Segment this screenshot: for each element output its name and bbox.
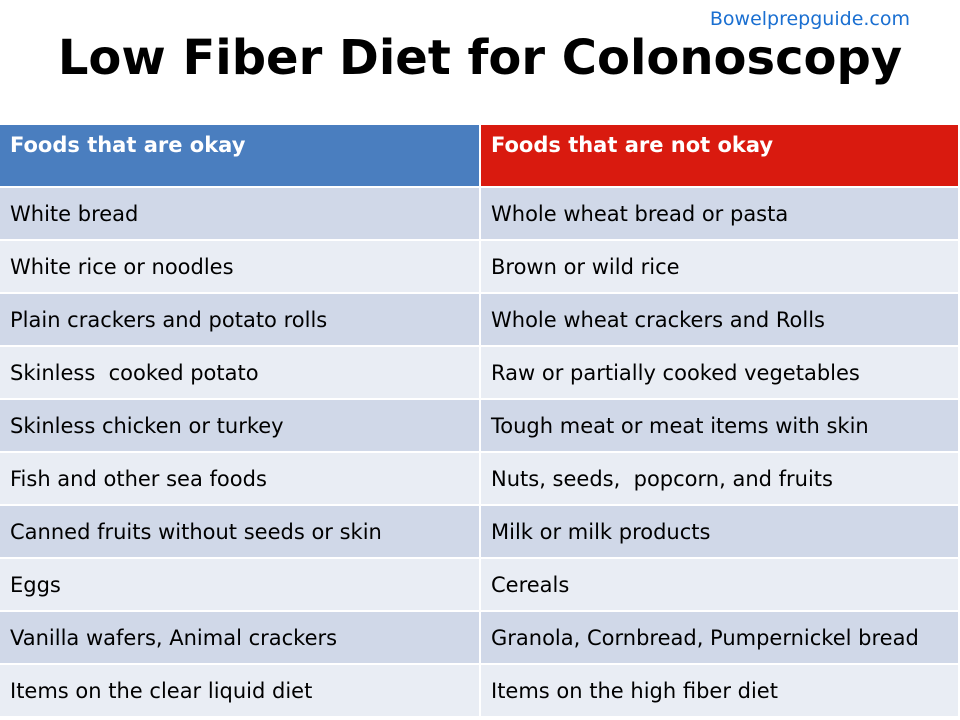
table-cell: White bread xyxy=(0,187,481,241)
table-row: Eggs Cereals xyxy=(0,558,960,612)
table-cell: Raw or partially cooked vegetables xyxy=(480,346,960,400)
table-row: Plain crackers and potato rolls Whole whe… xyxy=(0,293,960,347)
table-cell: Skinless chicken or turkey xyxy=(0,399,481,453)
title: Low Fiber Diet for Colonoscopy xyxy=(57,30,903,86)
table-cell: Plain crackers and potato rolls xyxy=(0,293,481,347)
table-cell: Whole wheat bread or pasta xyxy=(480,187,960,241)
table-cell: Skinless cooked potato xyxy=(0,346,481,400)
column-header: Foods that are okay xyxy=(0,125,481,188)
table-cell: Canned fruits without seeds or skin xyxy=(0,505,481,559)
table-row: Fish and other sea foods Nuts, seeds, pop… xyxy=(0,452,960,506)
table-cell: Eggs xyxy=(0,558,481,612)
table-cell: Fish and other sea foods xyxy=(0,452,481,506)
table-cell: Whole wheat crackers and Rolls xyxy=(480,293,960,347)
table-cell: Items on the high fiber diet xyxy=(480,664,960,718)
site-label: Bowelprepguide.com xyxy=(709,8,910,30)
table-cell: Milk or milk products xyxy=(480,505,960,559)
table-cell: Items on the clear liquid diet xyxy=(0,664,481,718)
table-row: Vanilla wafers, Animal crackers Granola, … xyxy=(0,611,960,665)
column-header: Foods that are not okay xyxy=(480,125,960,188)
table-row: White bread Whole wheat bread or pasta xyxy=(0,187,960,241)
header-row: Foods that are okay Foods that are not o… xyxy=(0,125,960,188)
table-row: Items on the clear liquid diet Items on t… xyxy=(0,664,960,718)
table-cell: Nuts, seeds, popcorn, and fruits xyxy=(480,452,960,506)
table-row: Canned fruits without seeds or skin Milk … xyxy=(0,505,960,559)
table-cell: White rice or noodles xyxy=(0,240,481,294)
diet-table: Foods that are okay Foods that are not o… xyxy=(0,125,960,718)
table-cell: Cereals xyxy=(480,558,960,612)
table-cell: Tough meat or meat items with skin xyxy=(480,399,960,453)
table-cell: Vanilla wafers, Animal crackers xyxy=(0,611,481,665)
table-cell: Granola, Cornbread, Pumpernickel bread xyxy=(480,611,960,665)
table-row: Skinless chicken or turkey Tough meat or … xyxy=(0,399,960,453)
table-cell: Brown or wild rice xyxy=(480,240,960,294)
table-row: Skinless cooked potato Raw or partially c… xyxy=(0,346,960,400)
table-row: White rice or noodles Brown or wild rice xyxy=(0,240,960,294)
